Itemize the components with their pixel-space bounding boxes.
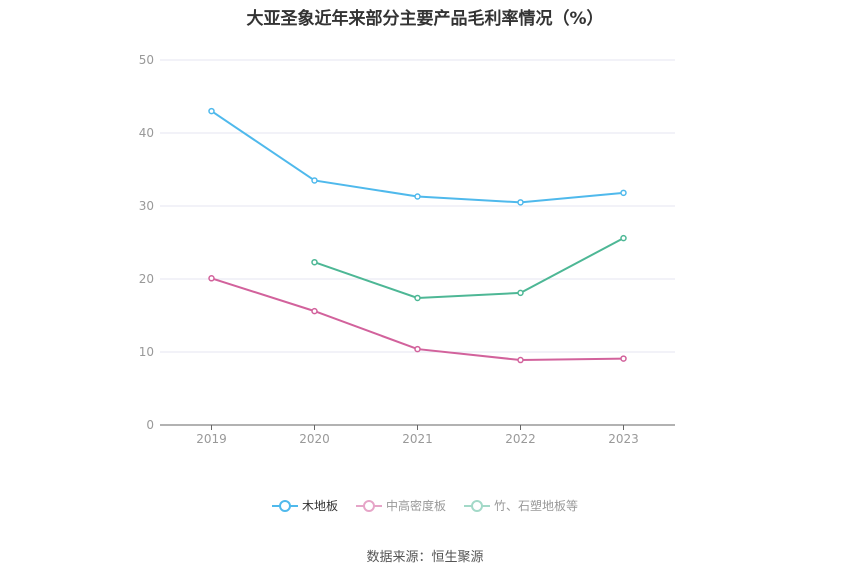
y-axis-ticks: 0 10 20 30 40 50	[139, 53, 154, 432]
grid-lines	[160, 59, 675, 353]
legend-marker-icon	[464, 499, 490, 512]
data-point	[517, 356, 524, 364]
data-point	[208, 275, 215, 282]
data-point	[311, 258, 318, 266]
x-tick-label: 2021	[402, 432, 433, 446]
x-tick-label: 2022	[505, 432, 536, 446]
legend-item-density-board[interactable]: 中高密度板	[355, 497, 446, 514]
data-point	[517, 289, 524, 297]
y-tick-label: 30	[139, 199, 154, 213]
data-point	[311, 177, 318, 184]
data-point	[620, 234, 627, 242]
legend-item-wood-floor[interactable]: 木地板	[271, 497, 338, 514]
chart-title: 大亚圣象近年来部分主要产品毛利率情况（%）	[246, 9, 604, 29]
legend-item-bamboo-spc[interactable]: 竹、石塑地板等	[464, 497, 578, 514]
y-tick-label: 10	[139, 345, 154, 359]
series-lines	[208, 107, 627, 364]
x-tick-label: 2019	[196, 432, 227, 446]
data-point	[620, 189, 627, 197]
legend-marker-icon	[271, 499, 298, 512]
y-tick-label: 40	[139, 126, 154, 140]
y-tick-label: 0	[146, 418, 154, 432]
series-line-0	[210, 110, 624, 204]
legend-label: 竹、石塑地板等	[494, 499, 579, 513]
data-point	[620, 355, 627, 362]
legend: 木地板 中高密度板 竹、石塑地板等	[0, 497, 850, 514]
series-line-2	[314, 237, 624, 299]
legend-marker-icon	[355, 499, 382, 512]
legend-label: 中高密度板	[385, 499, 446, 513]
data-point	[414, 294, 421, 302]
y-tick-label: 50	[139, 53, 154, 67]
data-point	[414, 193, 421, 200]
x-tick-label: 2020	[299, 432, 330, 446]
x-axis: 2019 2020 2021 2022 2023	[160, 424, 675, 446]
data-point	[208, 107, 215, 115]
y-tick-label: 20	[139, 272, 154, 286]
data-point	[311, 307, 318, 315]
data-point	[414, 345, 421, 353]
legend-label: 木地板	[301, 499, 338, 513]
data-point	[517, 199, 524, 206]
x-tick-label: 2023	[608, 432, 639, 446]
data-source: 数据来源：恒生聚源	[366, 550, 484, 565]
